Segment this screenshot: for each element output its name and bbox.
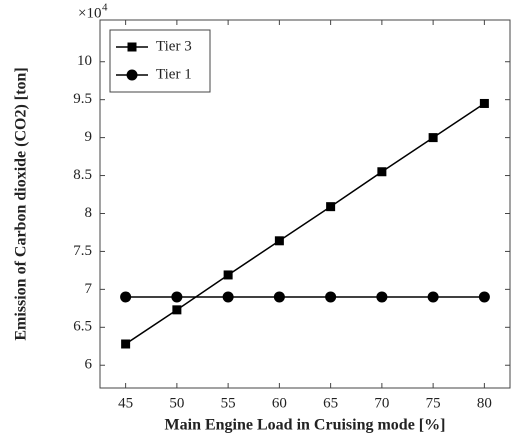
y-tick-label: 8.5 — [73, 167, 92, 183]
y-tick-label: 6.5 — [73, 319, 92, 335]
y-tick-label: 10 — [77, 53, 92, 69]
marker — [120, 291, 132, 303]
series-line — [125, 102, 485, 345]
marker — [121, 339, 131, 349]
marker — [326, 202, 336, 212]
marker — [478, 291, 490, 303]
y-tick-label: 8 — [85, 205, 93, 221]
x-tick-label: 45 — [118, 395, 133, 411]
marker — [273, 291, 285, 303]
marker — [223, 270, 233, 280]
x-tick-label: 50 — [169, 395, 184, 411]
y-tick-label: 9 — [85, 129, 93, 145]
marker — [479, 98, 489, 108]
x-tick-label: 70 — [374, 395, 389, 411]
y-tick-label: 6 — [85, 357, 93, 373]
legend-box — [109, 29, 211, 93]
y-tick-label: 9.5 — [73, 91, 92, 107]
legend-label: Tier 1 — [156, 66, 192, 82]
y-multiplier-exponent: 4 — [102, 2, 108, 14]
y-multiplier: ×10 — [78, 5, 101, 21]
x-tick-label: 55 — [221, 395, 236, 411]
plot-frame — [99, 19, 511, 389]
x-tick-label: 80 — [477, 395, 492, 411]
marker — [172, 305, 182, 315]
marker — [428, 133, 438, 143]
y-axis-label: Emission of Carbon dioxide (CO2) [ton] — [13, 67, 30, 340]
marker — [127, 42, 137, 52]
y-tick-label: 7.5 — [73, 243, 92, 259]
marker — [325, 291, 337, 303]
marker — [376, 291, 388, 303]
marker — [377, 167, 387, 177]
marker — [427, 291, 439, 303]
x-axis-label: Main Engine Load in Cruising mode [%] — [165, 417, 446, 434]
marker — [126, 69, 138, 81]
marker — [274, 236, 284, 246]
x-tick-label: 65 — [323, 395, 338, 411]
marker — [222, 291, 234, 303]
marker — [171, 291, 183, 303]
x-tick-label: 60 — [272, 395, 287, 411]
legend-label: Tier 3 — [156, 38, 192, 54]
x-tick-label: 75 — [426, 395, 441, 411]
y-tick-label: 7 — [85, 281, 93, 297]
